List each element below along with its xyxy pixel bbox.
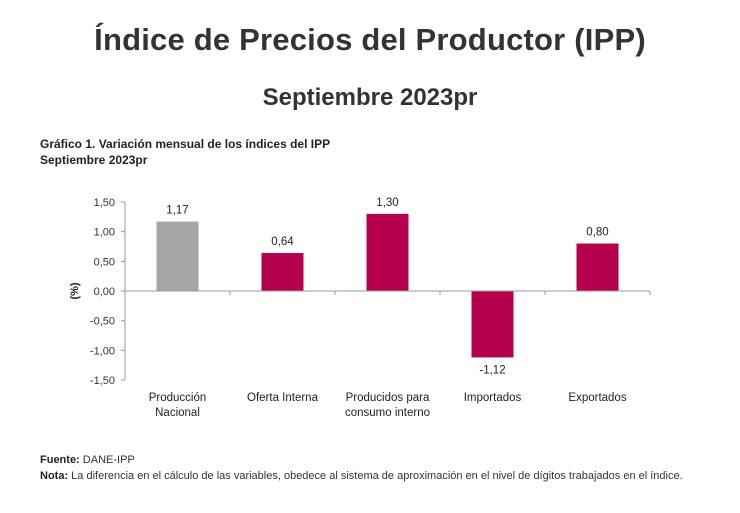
chart-caption-period: Septiembre 2023pr xyxy=(40,153,148,167)
data-label: 1,30 xyxy=(376,197,398,209)
bar xyxy=(576,243,619,291)
bar xyxy=(366,213,409,291)
x-category-label: Oferta Interna xyxy=(247,392,319,404)
bar xyxy=(261,253,304,291)
bar xyxy=(156,221,199,291)
source-label: Fuente: xyxy=(40,454,80,466)
x-category-label: consumo interno xyxy=(345,407,430,419)
x-category-label: Producidos para xyxy=(346,392,430,404)
bar-chart: 1,50 1,00 0,50 0,00 -0,50 -1,00 -1,50 (%) 1,17 Pr… xyxy=(69,197,651,419)
data-label: 1,17 xyxy=(166,205,188,217)
data-label: 0,80 xyxy=(586,227,608,239)
data-label: -1,12 xyxy=(479,364,505,376)
y-tick-label: 0,00 xyxy=(94,286,115,298)
y-tick-label: -0,50 xyxy=(90,316,115,328)
source-text: DANE-IPP xyxy=(79,454,135,466)
x-category-label: Nacional xyxy=(155,407,200,419)
y-tick-label: -1,50 xyxy=(90,375,115,387)
y-tick-label: 0,50 xyxy=(94,256,115,268)
note-text: La diferencia en el cálculo de las varia… xyxy=(68,470,683,482)
note-line: Nota: La diferencia en el cálculo de las… xyxy=(40,468,700,484)
note-label: Nota: xyxy=(40,470,69,482)
x-category-label: Importados xyxy=(464,392,522,404)
y-axis-label: (%) xyxy=(69,282,81,299)
chart-footer: Fuente: DANE-IPP Nota: La diferencia en … xyxy=(40,452,700,484)
data-label: 0,64 xyxy=(271,236,294,248)
x-category-label: Producción xyxy=(149,392,207,404)
source-line: Fuente: DANE-IPP xyxy=(40,452,700,468)
chart-caption: Gráfico 1. Variación mensual de los índi… xyxy=(40,136,330,168)
page-title: Índice de Precios del Productor (IPP) xyxy=(94,22,646,57)
y-tick-label: 1,00 xyxy=(94,227,115,239)
y-tick-label: -1,00 xyxy=(90,345,115,357)
y-tick-label: 1,50 xyxy=(94,197,115,209)
page-subtitle: Septiembre 2023pr xyxy=(262,84,478,111)
bar xyxy=(471,291,514,358)
chart-caption-title: Gráfico 1. Variación mensual de los índi… xyxy=(40,137,331,151)
x-category-label: Exportados xyxy=(568,392,626,404)
